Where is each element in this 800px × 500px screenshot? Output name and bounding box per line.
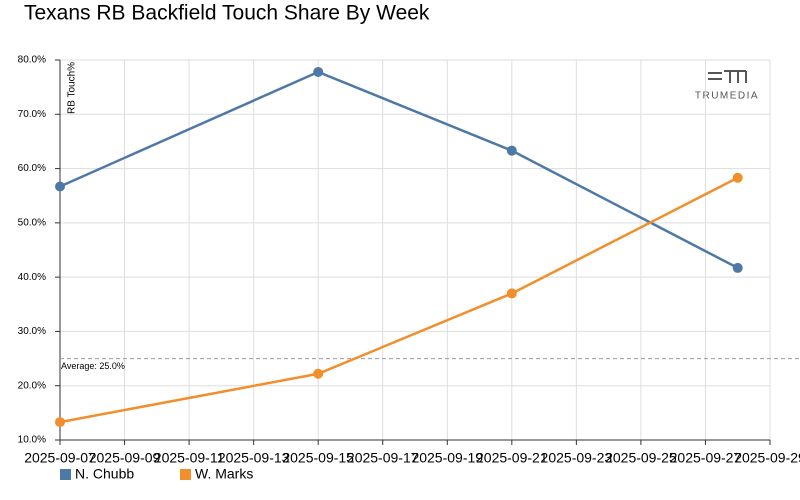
- data-point: [506, 145, 517, 156]
- x-tick-label: 2025-09-17: [347, 450, 419, 466]
- series-line: [59, 176, 739, 424]
- logo-icon: [708, 70, 747, 83]
- data-point: [55, 417, 65, 428]
- y-tick-label: 80.0%: [18, 55, 46, 66]
- data-point: [313, 368, 324, 379]
- x-tick-label: 2025-09-23: [541, 450, 613, 466]
- y-tick-label: 30.0%: [18, 326, 46, 337]
- logo-text: TRUMEDIA: [695, 91, 759, 102]
- legend-label: N. Chubb: [75, 466, 134, 482]
- legend-swatch: [60, 469, 71, 480]
- legend-swatch: [180, 469, 191, 480]
- data-point: [313, 66, 324, 77]
- y-axis-label: RB Touch%: [67, 62, 78, 114]
- y-tick-label: 50.0%: [18, 217, 46, 228]
- series-line: [59, 70, 739, 270]
- x-tick-label: 2025-09-13: [218, 450, 290, 466]
- x-tick-label: 2025-09-07: [24, 450, 96, 466]
- x-tick-label: 2025-09-19: [411, 450, 483, 466]
- x-tick-label: 2025-09-21: [476, 450, 548, 466]
- logo: [708, 70, 747, 83]
- x-tick-label: 2025-09-09: [89, 450, 161, 466]
- y-tick-label: 40.0%: [18, 272, 46, 283]
- y-tick-label: 20.0%: [18, 380, 46, 391]
- x-tick-label: 2025-09-15: [282, 450, 354, 466]
- y-tick-label: 70.0%: [18, 109, 46, 120]
- data-point: [55, 181, 65, 192]
- chart-title: Texans RB Backfield Touch Share By Week: [24, 2, 430, 25]
- x-tick-label: 2025-09-27: [670, 450, 742, 466]
- y-tick-label: 60.0%: [18, 163, 46, 174]
- data-point: [732, 172, 743, 183]
- x-tick-label: 2025-09-11: [154, 450, 225, 466]
- reference-label: Average: 25.0%: [61, 361, 125, 371]
- data-point: [732, 262, 743, 273]
- x-tick-label: 2025-09-29: [734, 450, 800, 466]
- legend-label: W. Marks: [195, 466, 253, 482]
- y-tick-label: 10.0%: [18, 435, 46, 446]
- x-tick-label: 2025-09-25: [605, 450, 677, 466]
- data-point: [506, 288, 517, 299]
